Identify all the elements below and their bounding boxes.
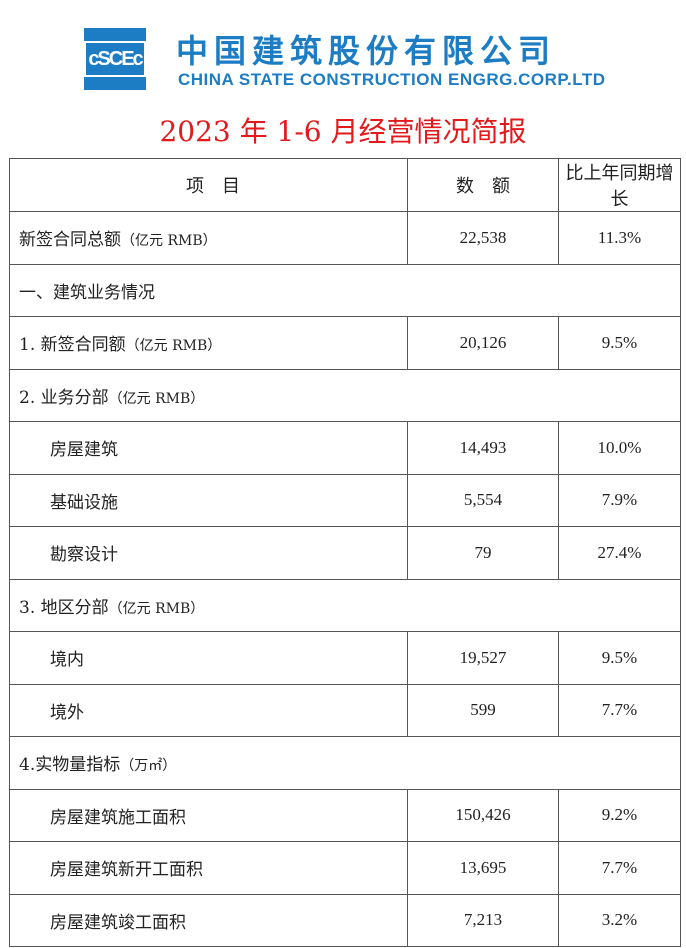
item-cell: 勘察设计: [9, 526, 408, 580]
row-label: 境外: [50, 702, 84, 723]
table-row: 新签合同总额（亿元 RMB） 22,538 11.3%: [9, 211, 681, 265]
report-title: 2023 年 1-6 月经营情况简报: [159, 115, 527, 148]
growth-cell: 9.5%: [558, 316, 681, 370]
item-cell: 房屋建筑竣工面积: [9, 893, 408, 947]
row-label: 房屋建筑施工面积: [50, 807, 186, 828]
amount-cell: 79: [407, 526, 559, 580]
growth-cell: 11.3%: [558, 211, 681, 265]
growth-cell: 7.7%: [558, 683, 681, 737]
item-cell: 新签合同总额（亿元 RMB）: [9, 211, 408, 265]
row-label: 勘察设计: [50, 545, 118, 566]
amount-cell: 13,695: [407, 841, 559, 895]
row-unit: （亿元 RMB）: [125, 338, 222, 355]
row-label: 新签合同总额: [19, 230, 121, 251]
company-logo: cSCEc: [84, 28, 146, 90]
item-cell: 房屋建筑施工面积: [9, 788, 408, 842]
amount-cell: 22,538: [407, 211, 559, 265]
row-label: 房屋建筑新开工面积: [50, 860, 203, 881]
amount-cell: 599: [407, 683, 559, 737]
growth-cell: 7.9%: [558, 473, 681, 527]
item-cell: 房屋建筑: [9, 421, 408, 475]
table-row: 基础设施 5,554 7.9%: [9, 473, 681, 527]
amount-cell: 20,126: [407, 316, 559, 370]
row-label: 房屋建筑竣工面积: [50, 912, 186, 933]
amount-cell: 150,426: [407, 788, 559, 842]
item-cell: 房屋建筑新开工面积: [9, 841, 408, 895]
row-unit: （亿元 RMB）: [108, 600, 205, 617]
logo-mark: cSCEc: [84, 41, 146, 77]
growth-cell: 27.4%: [558, 526, 681, 580]
amount-cell: 14,493: [407, 421, 559, 475]
growth-cell: 3.2%: [558, 893, 681, 947]
growth-cell: 9.5%: [558, 631, 681, 685]
report-table: 项 目 数 额 比上年同期增长 新签合同总额（亿元 RMB） 22,538 11.3…: [9, 158, 681, 947]
growth-cell: 9.2%: [558, 788, 681, 842]
growth-cell: 7.7%: [558, 841, 681, 895]
item-cell: 境外: [9, 683, 408, 737]
company-name-en: CHINA STATE CONSTRUCTION ENGRG.CORP.LTD: [178, 70, 606, 89]
growth-cell: 10.0%: [558, 421, 681, 475]
row-label: 4.实物量指标: [19, 755, 121, 776]
row-label: 基础设施: [50, 492, 118, 513]
amount-cell: 5,554: [407, 473, 559, 527]
header-amount: 数 额: [407, 158, 559, 212]
amount-cell: 7,213: [407, 893, 559, 947]
table-header: 项 目 数 额 比上年同期增长: [9, 158, 681, 212]
item-cell: 境内: [9, 631, 408, 685]
row-unit: （亿元 RMB）: [121, 233, 217, 250]
section-label: 2. 业务分部（亿元 RMB）: [9, 368, 681, 422]
table-row: 房屋建筑新开工面积 13,695 7.7%: [9, 841, 681, 895]
table-row: 房屋建筑竣工面积 7,213 3.2%: [9, 893, 681, 947]
row-label: 一、建筑业务情况: [19, 282, 155, 303]
row-label: 1. 新签合同额: [19, 335, 126, 356]
header-item: 项 目: [9, 158, 408, 212]
table-row: 3. 地区分部（亿元 RMB）: [9, 578, 681, 632]
row-label: 房屋建筑: [50, 440, 118, 461]
table-row: 1. 新签合同额（亿元 RMB） 20,126 9.5%: [9, 316, 681, 370]
section-label: 4.实物量指标（万㎡）: [9, 736, 681, 790]
table-row: 境外 599 7.7%: [9, 683, 681, 737]
row-unit: （万㎡）: [120, 758, 177, 775]
row-unit: （亿元 RMB）: [108, 390, 205, 407]
item-cell: 基础设施: [9, 473, 408, 527]
table-row: 房屋建筑 14,493 10.0%: [9, 421, 681, 475]
section-label: 一、建筑业务情况: [9, 263, 681, 317]
section-label: 3. 地区分部（亿元 RMB）: [9, 578, 681, 632]
company-name-cn: 中国建筑股份有限公司: [176, 32, 557, 70]
table-row: 房屋建筑施工面积 150,426 9.2%: [9, 788, 681, 842]
amount-cell: 19,527: [407, 631, 559, 685]
row-label: 3. 地区分部: [19, 597, 109, 618]
table-row: 境内 19,527 9.5%: [9, 631, 681, 685]
row-label: 境内: [50, 650, 84, 671]
table-row: 4.实物量指标（万㎡）: [9, 736, 681, 790]
row-label: 2. 业务分部: [19, 387, 109, 408]
item-cell: 1. 新签合同额（亿元 RMB）: [9, 316, 408, 370]
table-row: 2. 业务分部（亿元 RMB）: [9, 368, 681, 422]
table-row: 勘察设计 79 27.4%: [9, 526, 681, 580]
header-growth: 比上年同期增长: [558, 158, 681, 212]
table-row: 一、建筑业务情况: [9, 263, 681, 317]
